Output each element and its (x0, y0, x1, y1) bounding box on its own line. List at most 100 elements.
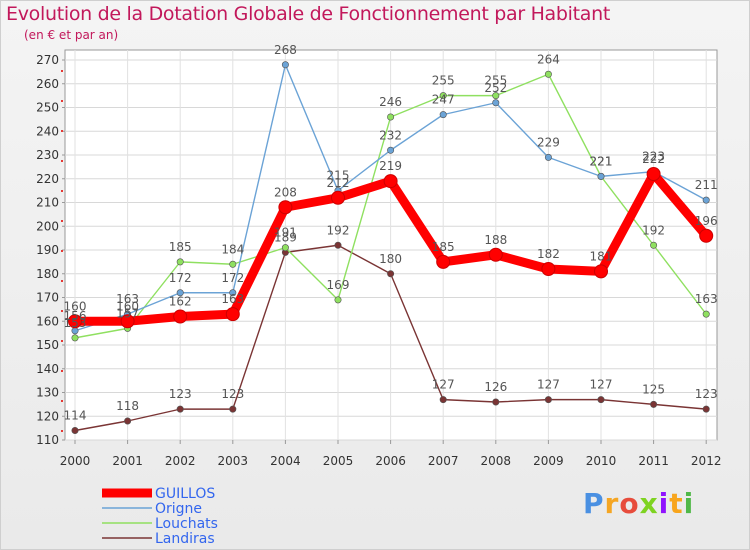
x-tick-label: 2012 (691, 454, 722, 468)
data-label-origne: 172 (221, 271, 244, 285)
proxiti-logo: Proxiti (583, 487, 694, 520)
axis-marker (61, 250, 63, 252)
x-tick-label: 2009 (533, 454, 564, 468)
data-label-louchats: 169 (327, 278, 350, 292)
data-point-guillos (120, 314, 135, 329)
data-label-landiras: 180 (379, 252, 402, 266)
logo-letter: i (683, 487, 695, 520)
data-point-origne (387, 146, 395, 154)
legend-label-louchats: Louchats (155, 516, 218, 532)
axis-marker (61, 190, 63, 192)
data-label-origne: 232 (379, 128, 402, 142)
data-point-louchats (439, 92, 447, 100)
y-tick-label: 190 (36, 243, 59, 257)
data-label-louchats: 157 (116, 306, 139, 320)
data-label-guillos: 196 (695, 214, 718, 228)
legend-label-guillos: GUILLOS (155, 486, 215, 502)
data-label-louchats: 191 (274, 226, 297, 240)
data-label-louchats: 192 (642, 223, 665, 237)
axis-marker (61, 130, 63, 132)
data-label-landiras: 127 (432, 378, 455, 392)
x-tick-label: 2008 (481, 454, 512, 468)
x-tick-label: 2005 (323, 454, 354, 468)
data-point-landiras (544, 396, 552, 404)
data-label-louchats: 221 (590, 154, 613, 168)
x-tick-label: 2010 (586, 454, 617, 468)
data-label-landiras: 126 (484, 380, 507, 394)
data-label-landiras: 114 (64, 409, 87, 423)
axis-marker (61, 430, 63, 432)
axis-marker (61, 100, 63, 102)
data-label-landiras: 127 (537, 378, 560, 392)
data-label-louchats: 246 (379, 95, 402, 109)
data-label-origne: 229 (537, 135, 560, 149)
y-tick-label: 140 (36, 362, 59, 376)
data-label-landiras: 125 (642, 382, 665, 396)
data-label-origne: 215 (327, 169, 350, 183)
x-tick-label: 2003 (218, 454, 249, 468)
legend-label-origne: Origne (155, 501, 202, 517)
data-label-origne: 172 (169, 271, 192, 285)
data-label-landiras: 192 (327, 223, 350, 237)
y-tick-label: 180 (36, 267, 59, 281)
y-tick-label: 200 (36, 219, 59, 233)
logo-letter: i (658, 487, 670, 520)
data-label-louchats: 185 (169, 240, 192, 254)
data-point-louchats (229, 260, 237, 268)
data-point-landiras (702, 405, 710, 413)
chart-title: Evolution de la Dotation Globale de Fonc… (6, 3, 611, 25)
y-tick-label: 110 (36, 433, 59, 447)
data-label-guillos: 188 (484, 233, 507, 247)
data-point-louchats (544, 70, 552, 78)
data-point-guillos (173, 309, 188, 324)
x-tick-label: 2006 (375, 454, 406, 468)
logo-letter: o (619, 487, 640, 520)
data-point-louchats (71, 334, 79, 342)
data-point-landiras (387, 270, 395, 278)
data-label-landiras: 127 (590, 378, 613, 392)
data-label-origne: 223 (642, 150, 665, 164)
x-tick-label: 2001 (112, 454, 143, 468)
data-point-louchats (387, 113, 395, 121)
x-tick-label: 2007 (428, 454, 459, 468)
axis-marker (61, 400, 63, 402)
data-label-guillos: 162 (169, 295, 192, 309)
data-point-guillos (436, 254, 451, 269)
x-tick-label: 2004 (270, 454, 301, 468)
data-point-landiras (229, 405, 237, 413)
data-label-origne: 268 (274, 43, 297, 57)
data-point-louchats (650, 241, 658, 249)
data-label-louchats: 255 (432, 74, 455, 88)
data-label-origne: 252 (484, 81, 507, 95)
data-label-louchats: 255 (484, 74, 507, 88)
axis-marker (61, 280, 63, 282)
data-point-guillos (383, 174, 398, 189)
data-label-guillos: 219 (379, 159, 402, 173)
y-tick-label: 220 (36, 172, 59, 186)
data-point-origne (597, 172, 605, 180)
data-label-guillos: 222 (642, 152, 665, 166)
data-point-landiras (650, 400, 658, 408)
data-label-louchats: 264 (537, 52, 560, 66)
data-label-guillos: 182 (537, 247, 560, 261)
data-point-guillos (331, 190, 345, 205)
data-label-landiras: 123 (695, 387, 718, 401)
data-label-origne: 163 (116, 292, 139, 306)
axis-marker (61, 160, 63, 162)
x-tick-label: 2011 (638, 454, 669, 468)
data-point-guillos (225, 307, 240, 322)
data-point-guillos (278, 200, 293, 215)
data-point-landiras (334, 241, 342, 249)
y-tick-label: 230 (36, 148, 59, 162)
data-label-guillos: 181 (590, 249, 613, 263)
data-point-louchats (176, 258, 184, 266)
y-tick-label: 250 (36, 101, 59, 115)
data-point-guillos (541, 262, 556, 276)
data-point-origne (439, 111, 447, 119)
logo-letter: r (604, 487, 620, 520)
data-label-guillos: 160 (64, 299, 87, 313)
data-label-guillos: 208 (274, 185, 297, 199)
axis-marker (61, 310, 63, 312)
axis-marker (61, 70, 63, 72)
